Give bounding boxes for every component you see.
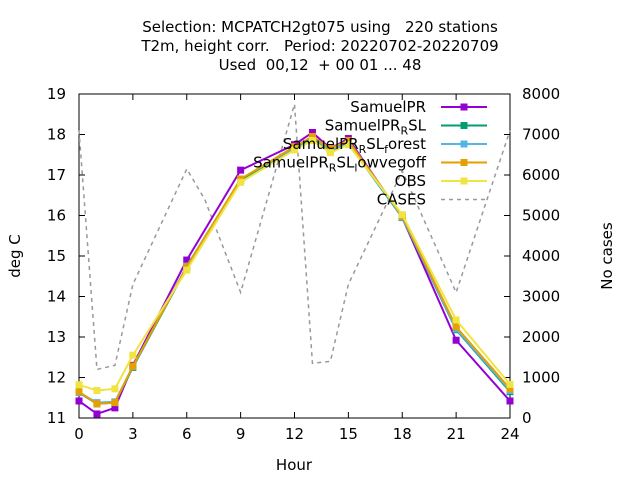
data-point-samuelpr xyxy=(506,397,514,405)
data-point-samuelpr xyxy=(111,404,119,412)
data-point-samuelpr-rsl-lowvegoff xyxy=(111,399,119,407)
data-point-obs xyxy=(452,316,460,324)
x-tick-label: 6 xyxy=(182,425,192,443)
y-tick-label: 11 xyxy=(47,409,66,427)
data-point-samuelpr-rsl-lowvegoff xyxy=(506,385,514,393)
axis-ticks: 0 3 6 9 12 15 18 21 24 11 12 13 14 15 16 17 18 19 0 1000 200… xyxy=(47,85,560,443)
legend-label-samuelpr-rsl-lowvegoff: SamuelPRRSLlowvegoff xyxy=(253,154,427,175)
y-tick-label: 15 xyxy=(47,247,66,265)
data-point-samuelpr-rsl-lowvegoff xyxy=(344,137,352,145)
legend-label-samuelpr-rsl: SamuelPRRSL xyxy=(325,117,427,138)
y-tick-label: 17 xyxy=(47,166,66,184)
legend-label-obs: OBS xyxy=(395,172,426,190)
y2-tick-label: 5000 xyxy=(522,207,560,225)
data-point-samuelpr-rsl-lowvegoff xyxy=(93,400,101,408)
data-point-samuelpr-rsl-lowvegoff xyxy=(75,388,83,396)
y2-tick-label: 1000 xyxy=(522,369,560,387)
series-line-samuelpr-rsl-lowvegoff xyxy=(78,135,511,405)
legend-marker-samuelpr xyxy=(460,103,468,111)
data-point-obs xyxy=(344,141,352,149)
legend-label-cases: CASES xyxy=(377,191,426,209)
y2-tick-label: 2000 xyxy=(522,328,560,346)
data-point-samuelpr xyxy=(237,166,245,174)
y-tick-label: 18 xyxy=(47,126,66,144)
x-axis-label: Hour xyxy=(276,456,313,474)
data-point-obs xyxy=(308,137,316,145)
data-point-samuelpr-rsl-lowvegoff xyxy=(129,362,137,370)
x-tick-label: 9 xyxy=(236,425,246,443)
data-point-obs xyxy=(291,146,298,154)
y2-tick-label: 4000 xyxy=(522,247,560,265)
data-point-obs xyxy=(183,266,191,274)
y2-tick-label: 3000 xyxy=(522,288,560,306)
series-line-samuelpr-rsl-forest xyxy=(78,136,511,404)
x-tick-label: 12 xyxy=(285,425,304,443)
legend-marker-samuelpr-rsl xyxy=(460,122,468,129)
x-tick-label: 24 xyxy=(500,425,519,443)
legend: SamuelPRSamuelPRRSLSamuelPRRSLforestSamu… xyxy=(253,98,487,209)
data-point-samuelpr-rsl-lowvegoff xyxy=(452,323,460,331)
data-point-obs xyxy=(75,381,83,389)
data-point-obs xyxy=(111,385,119,393)
data-point-obs xyxy=(129,351,137,359)
data-point-obs xyxy=(237,178,245,186)
y-axis-label: deg C xyxy=(6,234,24,278)
data-point-obs xyxy=(326,149,334,157)
x-tick-label: 3 xyxy=(128,425,138,443)
data-point-samuelpr xyxy=(308,128,316,136)
y-tick-label: 13 xyxy=(47,328,66,346)
x-tick-label: 18 xyxy=(393,425,412,443)
data-point-obs xyxy=(398,211,406,219)
data-point-obs xyxy=(93,386,101,394)
y2-tick-label: 0 xyxy=(522,409,532,427)
legend-label-samuelpr: SamuelPR xyxy=(350,98,426,116)
data-point-samuelpr-rsl-lowvegoff xyxy=(326,145,334,153)
data-point-samuelpr xyxy=(452,336,460,344)
legend-marker-obs xyxy=(460,177,468,185)
data-point-samuelpr-rsl-lowvegoff xyxy=(308,133,316,141)
series-line-samuelpr xyxy=(78,131,511,416)
data-point-samuelpr xyxy=(75,397,83,405)
chart-title-line-3: Used 00,12 + 00 01 ... 48 xyxy=(218,56,422,74)
series-line-samuelpr-rsl xyxy=(78,137,511,405)
x-tick-label: 21 xyxy=(447,425,466,443)
y-tick-label: 19 xyxy=(47,85,66,103)
legend-marker-samuelpr-rsl-forest xyxy=(460,140,468,148)
chart-title-line-2: T2m, height corr. Period: 20220702-20220… xyxy=(141,37,499,55)
y2-tick-label: 8000 xyxy=(522,85,560,103)
chart-title-line-1: Selection: MCPATCH2gt075 using 220 stati… xyxy=(142,18,498,36)
series-line-obs xyxy=(78,139,511,392)
data-point-samuelpr xyxy=(93,410,101,418)
x-tick-label: 15 xyxy=(339,425,358,443)
temperature-series-layer xyxy=(75,128,514,418)
legend-marker-samuelpr-rsl-lowvegoff xyxy=(460,159,468,166)
y2-tick-label: 6000 xyxy=(522,166,560,184)
legend-label-samuelpr-rsl-forest: SamuelPRRSLforest xyxy=(283,135,426,156)
data-point-obs xyxy=(506,380,514,388)
y-tick-label: 14 xyxy=(47,288,66,306)
y-tick-label: 16 xyxy=(47,207,66,225)
y2-tick-label: 7000 xyxy=(522,126,560,144)
y2-axis-label: No cases xyxy=(598,222,616,290)
data-point-samuelpr xyxy=(183,256,191,264)
x-tick-label: 0 xyxy=(74,425,84,443)
y-tick-label: 12 xyxy=(47,369,66,387)
